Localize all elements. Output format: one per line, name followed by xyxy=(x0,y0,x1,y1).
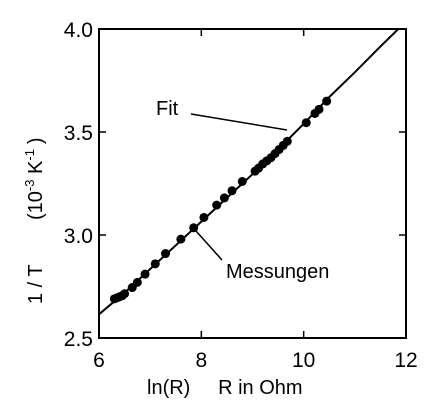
y-axis-label-group: 1 / T (10-3 K-1) xyxy=(22,137,47,304)
data-point xyxy=(219,193,229,203)
fit-label: Fit xyxy=(156,98,179,120)
x-axis-label: ln(R) R in Ohm xyxy=(147,377,303,399)
plot-area: 6 8 10 12 2.5 3.0 3.5 4.0 xyxy=(64,19,418,372)
data-point xyxy=(282,136,292,146)
data-point xyxy=(150,259,160,269)
data-point xyxy=(189,223,199,233)
x-axis-ticks: 6 8 10 12 xyxy=(93,29,418,372)
y-unit-open: (10 xyxy=(25,191,47,220)
data-point xyxy=(301,118,311,128)
data-point xyxy=(176,234,186,244)
fit-leader-line xyxy=(190,113,288,131)
messungen-label: Messungen xyxy=(226,261,329,283)
y-unit-exponent-2: -1 xyxy=(22,149,37,161)
data-point xyxy=(140,269,150,279)
x-tick-label: 8 xyxy=(195,349,207,372)
y-tick-label: 3.0 xyxy=(64,225,93,248)
y-unit-close: ) xyxy=(25,137,47,144)
y-axis-ticks: 2.5 3.0 3.5 4.0 xyxy=(64,19,406,351)
y-unit-exponent-1: -3 xyxy=(22,180,37,192)
messungen-leader-line xyxy=(195,230,223,261)
data-point xyxy=(322,96,332,106)
y-tick-label: 3.5 xyxy=(64,122,93,145)
data-point xyxy=(237,176,247,186)
data-point xyxy=(314,104,324,114)
data-point xyxy=(132,277,142,287)
x-tick-label: 12 xyxy=(394,349,417,372)
y-tick-label: 4.0 xyxy=(64,19,93,42)
x-tick-label: 10 xyxy=(292,349,315,372)
plot-frame xyxy=(98,28,407,339)
y-axis-unit: (10-3 K-1) xyxy=(22,137,47,220)
y-tick-label: 2.5 xyxy=(64,328,93,351)
measurement-points xyxy=(109,96,332,304)
data-point xyxy=(120,289,130,299)
data-point xyxy=(212,200,222,210)
y-unit-kelvin: K xyxy=(25,160,47,180)
x-tick-label: 6 xyxy=(93,349,105,372)
data-point xyxy=(161,249,171,259)
y-axis-label: 1 / T xyxy=(25,264,47,304)
data-point xyxy=(199,212,209,222)
data-point xyxy=(227,186,237,196)
